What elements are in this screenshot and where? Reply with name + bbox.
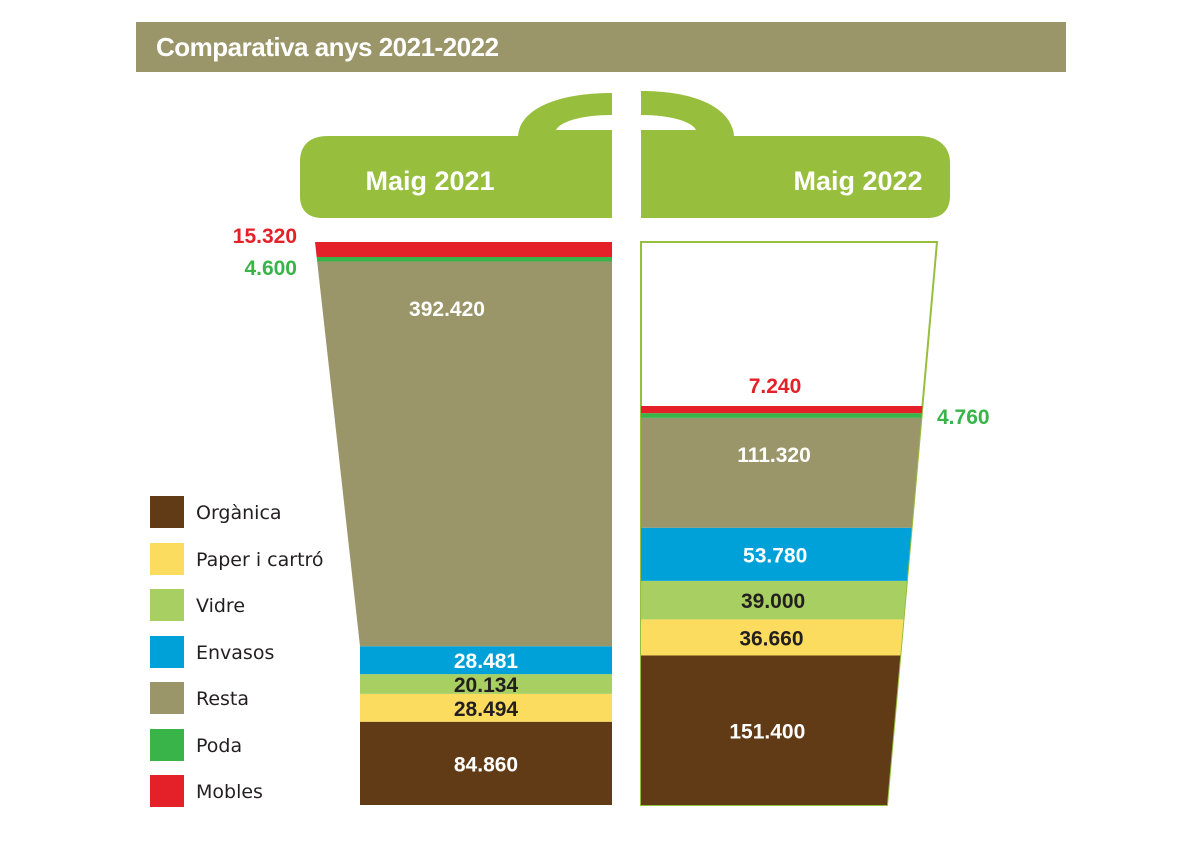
data-label-mobles-2021: 15.320 <box>233 225 297 248</box>
bar-resta-2021 <box>317 261 612 647</box>
bar-organica-2021 <box>360 721 612 805</box>
legend-swatch-mobles <box>150 775 184 807</box>
legend-item-paper-i-cartro: Paper i cartró <box>150 542 350 575</box>
category-label-maig-2021: Maig 2021 <box>365 166 494 196</box>
bar-paper-i-cartro-2022 <box>641 619 904 656</box>
legend-swatch-envasos <box>150 635 184 668</box>
data-label-paper-i-cartro-2022: 36.660 <box>739 627 803 650</box>
bin-lid: Maig 2021 Maig 2022 <box>300 91 950 218</box>
lid-left <box>300 93 612 218</box>
legend-swatch-organica <box>150 496 184 528</box>
bar-resta-2022 <box>641 417 922 528</box>
legend-label-organica: Orgànica <box>196 502 282 524</box>
stack-maig-2021 <box>315 242 612 805</box>
bar-mobles-2021 <box>315 242 612 258</box>
data-label-envasos-2022: 53.780 <box>743 544 807 567</box>
lid-handle-hole-left <box>556 115 612 130</box>
data-label-poda-2022: 4.760 <box>937 406 990 429</box>
bar-poda-2022 <box>641 413 922 418</box>
data-label-mobles-2022: 7.240 <box>749 375 802 398</box>
bar-poda-2021 <box>316 257 612 262</box>
bar-mobles-2022 <box>641 406 923 414</box>
legend-item-poda: Poda <box>150 728 350 761</box>
data-label-organica-2022: 151.400 <box>729 720 805 743</box>
data-label-resta-2022: 111.320 <box>737 444 811 467</box>
data-label-resta-2021: 392.420 <box>409 298 485 321</box>
legend-swatch-paper-i-cartro <box>150 542 184 575</box>
legend-label-resta: Resta <box>196 688 250 710</box>
legend-swatch-resta <box>150 682 184 714</box>
legend-label-poda: Poda <box>196 734 243 757</box>
legend-swatch-poda <box>150 728 184 761</box>
bar-paper-i-cartro-2021 <box>360 693 612 722</box>
bar-envasos-2021 <box>360 646 612 675</box>
legend-item-vidre: Vidre <box>150 589 350 621</box>
data-label-vidre-2022: 39.000 <box>741 590 805 613</box>
data-label-organica-2021: 84.860 <box>454 753 518 776</box>
legend-label-envasos: Envasos <box>196 641 275 664</box>
bar-vidre-2022 <box>641 580 907 620</box>
legend-label-mobles: Mobles <box>196 781 263 803</box>
data-label-vidre-2021: 20.134 <box>454 674 519 697</box>
data-label-poda-2021: 4.600 <box>244 257 297 280</box>
bar-vidre-2021 <box>360 674 612 694</box>
legend-swatch-vidre <box>150 589 184 621</box>
legend-label-paper-i-cartro: Paper i cartró <box>196 548 324 571</box>
bar-organica-2022 <box>641 655 901 805</box>
legend-item-mobles: Mobles <box>150 775 350 807</box>
legend-item-envasos: Envasos <box>150 635 350 668</box>
stack-maig-2022 <box>641 406 923 805</box>
data-label-paper-i-cartro-2021: 28.494 <box>454 698 519 721</box>
legend-label-vidre: Vidre <box>196 595 246 617</box>
legend-item-organica: Orgànica <box>150 496 350 528</box>
chart-title: Comparativa anys 2021-2022 <box>156 32 499 62</box>
legend-item-resta: Resta <box>150 682 350 714</box>
title-bar: Comparativa anys 2021-2022 <box>136 22 1066 72</box>
data-label-envasos-2021: 28.481 <box>454 650 519 673</box>
lid-right <box>641 91 950 218</box>
bar-envasos-2022 <box>641 527 912 581</box>
lid-handle-hole-right <box>641 115 696 130</box>
category-label-maig-2022: Maig 2022 <box>793 166 922 196</box>
